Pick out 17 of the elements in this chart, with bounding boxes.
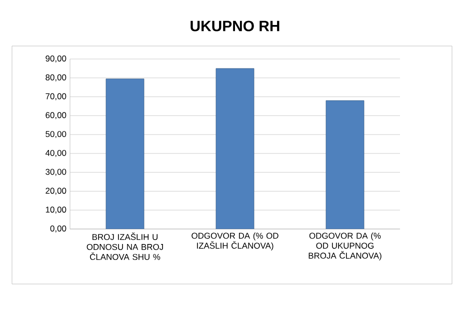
- bar: [326, 100, 364, 229]
- x-tick-label: BROJ IZAŠLIH U ODNOSU NA BROJ ČLANOVA SHU %: [86, 232, 163, 260]
- y-tick-label: 50,00: [46, 131, 66, 138]
- y-tick-label: 70,00: [46, 93, 66, 100]
- y-tick-label: 40,00: [45, 150, 66, 157]
- y-tick-label: 90,00: [46, 56, 66, 62]
- y-tick-label: 0,00: [50, 226, 66, 232]
- y-tick-label: 60,00: [46, 112, 66, 120]
- x-tick-label: ODGOVOR DA (% OD UKUPNOG BROJA ČLANOVA): [308, 232, 382, 260]
- bar: [106, 78, 144, 229]
- y-tick-label: 80,00: [46, 74, 66, 82]
- y-tick-label: 30,00: [46, 168, 66, 176]
- chart-title: UKUPNO RH: [190, 20, 280, 32]
- y-tick-label: 20,00: [46, 188, 66, 195]
- x-tick-label: ODGOVOR DA (% OD IZAŠLIH ČLANOVA): [192, 232, 278, 250]
- bar: [216, 68, 254, 229]
- y-tick-label: 10,00: [46, 206, 66, 214]
